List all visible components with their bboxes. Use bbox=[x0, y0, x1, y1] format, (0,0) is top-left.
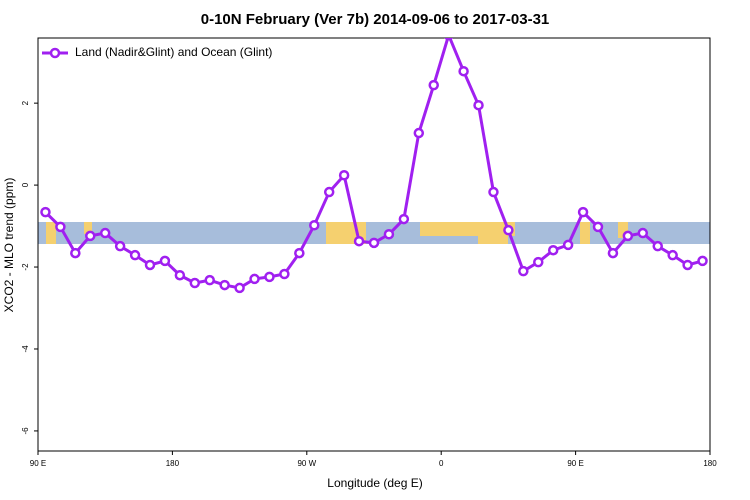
point bbox=[488, 186, 499, 198]
point bbox=[309, 219, 320, 231]
point bbox=[323, 186, 335, 198]
point bbox=[398, 213, 410, 225]
point bbox=[294, 247, 305, 259]
point bbox=[413, 127, 425, 139]
point bbox=[114, 240, 126, 252]
point bbox=[428, 79, 439, 91]
point bbox=[204, 274, 215, 286]
point bbox=[518, 265, 529, 277]
x-tick-label: 90 E bbox=[30, 459, 46, 468]
x-tick-label: 180 bbox=[166, 459, 180, 468]
plot-area bbox=[40, 38, 708, 294]
point bbox=[234, 282, 245, 294]
point bbox=[444, 38, 454, 41]
point bbox=[637, 227, 649, 239]
legend-label: Land (Nadir&Glint) and Ocean (Glint) bbox=[75, 45, 272, 59]
point bbox=[279, 268, 290, 280]
point bbox=[607, 247, 619, 259]
x-tick-label: 0 bbox=[439, 459, 444, 468]
point bbox=[652, 240, 663, 252]
point bbox=[353, 235, 365, 247]
point bbox=[249, 273, 260, 285]
point bbox=[70, 247, 81, 259]
x-axis-label: Longitude (deg E) bbox=[327, 476, 422, 490]
y-tick-label: 2 bbox=[21, 100, 30, 105]
point bbox=[189, 277, 201, 289]
point bbox=[85, 230, 96, 242]
series-line bbox=[44, 38, 703, 290]
point bbox=[219, 279, 230, 291]
legend-marker bbox=[49, 47, 61, 59]
point bbox=[577, 206, 589, 218]
point bbox=[697, 255, 708, 267]
x-tick-label: 90 W bbox=[297, 459, 316, 468]
point bbox=[458, 65, 469, 77]
y-tick-label: -2 bbox=[21, 263, 30, 271]
y-tick-label: 0 bbox=[21, 182, 30, 187]
point bbox=[562, 239, 574, 251]
point bbox=[503, 224, 514, 236]
point bbox=[383, 229, 395, 240]
point bbox=[264, 271, 275, 283]
point bbox=[99, 227, 111, 239]
map-band bbox=[38, 222, 710, 244]
legend: Land (Nadir&Glint) and Ocean (Glint) bbox=[42, 45, 272, 59]
point bbox=[547, 244, 559, 256]
y-tick-label: -6 bbox=[21, 427, 30, 435]
point bbox=[55, 221, 66, 233]
point bbox=[473, 99, 484, 111]
plot-frame bbox=[37, 37, 711, 452]
point bbox=[174, 269, 186, 281]
y-tick-label: -4 bbox=[21, 345, 30, 353]
point bbox=[368, 237, 380, 249]
x-tick-label: 90 E bbox=[567, 459, 583, 468]
point bbox=[622, 230, 634, 242]
point bbox=[533, 256, 544, 268]
chart-title: 0-10N February (Ver 7b) 2014-09-06 to 20… bbox=[201, 11, 550, 28]
point bbox=[129, 249, 141, 261]
point bbox=[144, 259, 156, 271]
point bbox=[682, 259, 693, 271]
point bbox=[592, 221, 604, 233]
point bbox=[40, 206, 51, 218]
point bbox=[667, 249, 678, 261]
y-axis-label: XCO2 - MLO trend (ppm) bbox=[2, 178, 16, 313]
point bbox=[338, 170, 350, 181]
x-tick-label: 180 bbox=[703, 459, 717, 468]
point bbox=[159, 255, 171, 267]
